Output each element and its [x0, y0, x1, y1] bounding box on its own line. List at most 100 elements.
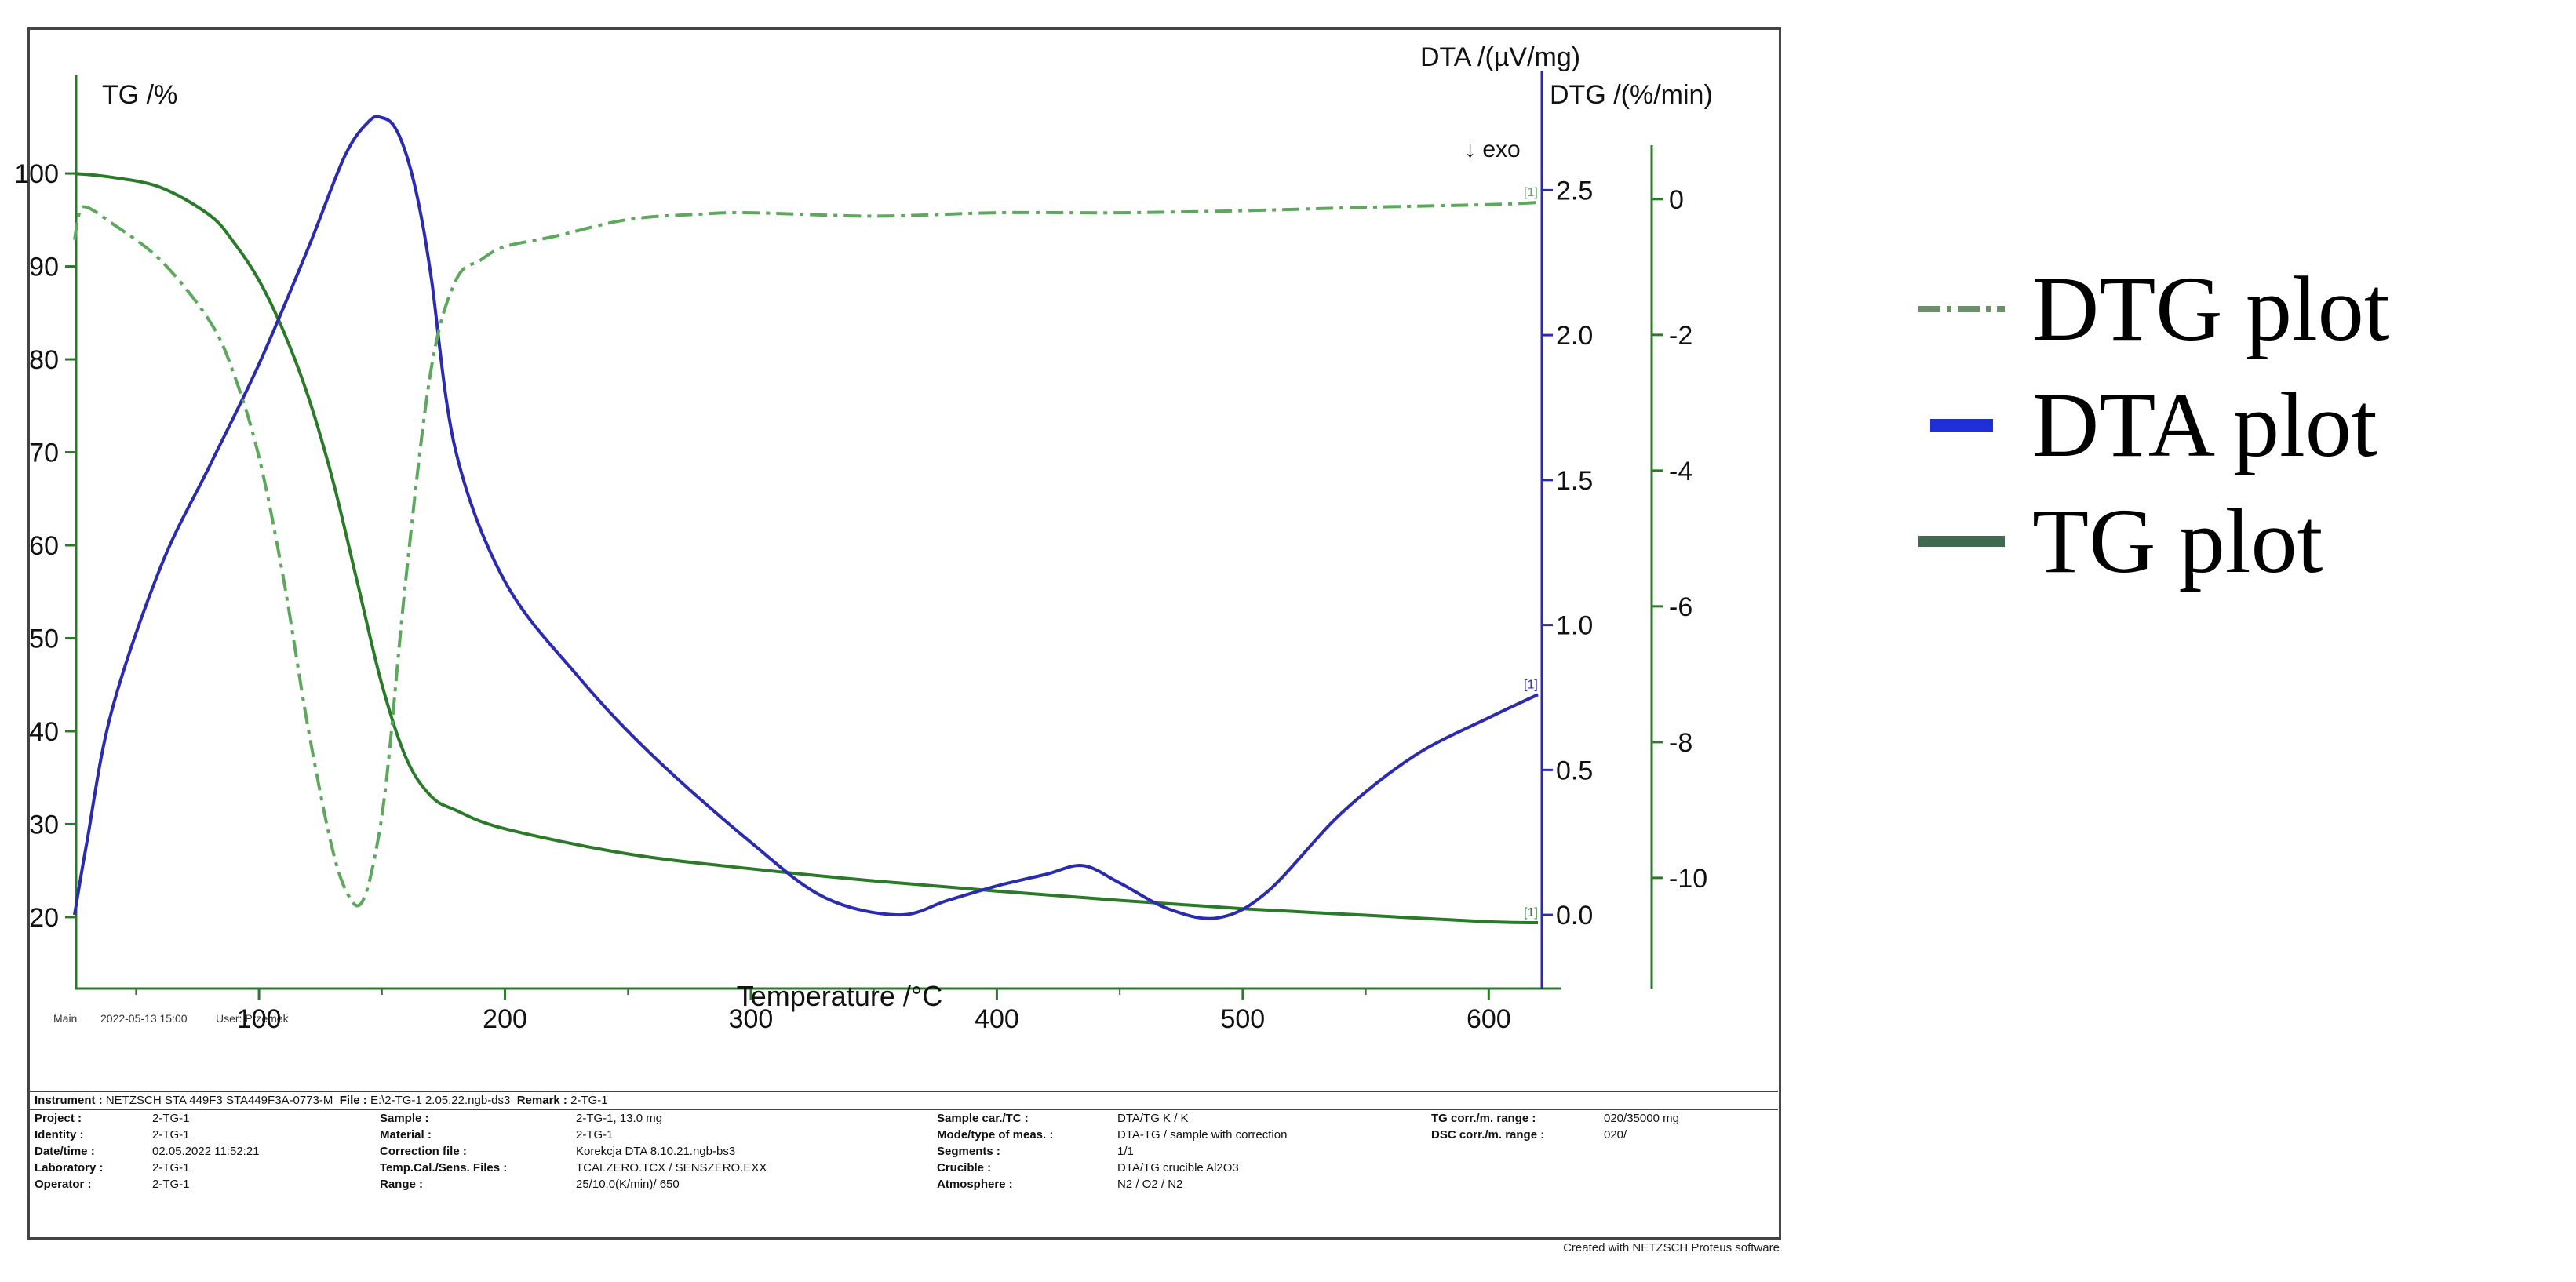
x-tick-label: 500: [1220, 1004, 1265, 1034]
legend-item-dta: DTA plot: [1915, 367, 2390, 483]
main-date: 2022-05-13 15:00: [100, 1012, 188, 1025]
legend-label-tg: TG plot: [2032, 490, 2323, 592]
dta-tick-label: 1.0: [1556, 611, 1593, 641]
info-row: Operator : 2-TG-1 Range : 25/10.0(K/min)/ 6…: [30, 1176, 1778, 1193]
info-value: N2 / O2 / N2: [1117, 1178, 1183, 1191]
info-key: Date/time :: [35, 1145, 95, 1158]
tg-tick-label: 80: [29, 345, 59, 375]
info-row: Laboratory : 2-TG-1 Temp.Cal./Sens. Files …: [30, 1160, 1778, 1176]
series-dtg-line: [73, 201, 1539, 908]
dta-tick-label: 1.5: [1556, 466, 1593, 496]
info-key: Sample car./TC :: [937, 1112, 1029, 1125]
legend-item-dtg: DTG plot: [1915, 251, 2390, 367]
instrument-key: Instrument :: [35, 1094, 103, 1107]
legend: DTG plot DTA plot TG plot: [1915, 251, 2390, 599]
legend-item-tg: TG plot: [1915, 483, 2390, 599]
x-tick-label: 400: [975, 1004, 1019, 1034]
legend-swatch-tg: [1918, 536, 2005, 547]
series-tg-line: [74, 172, 1539, 925]
info-value: 2-TG-1: [152, 1128, 190, 1142]
tg-tick-label: 70: [29, 439, 59, 468]
info-value: 020/35000 mg: [1604, 1112, 1679, 1125]
tg-tick-label: 30: [29, 810, 59, 839]
info-key: Sample :: [380, 1112, 429, 1125]
info-key: Operator :: [35, 1178, 92, 1191]
info-value: 2-TG-1: [152, 1178, 190, 1191]
info-key: Range :: [380, 1178, 424, 1191]
info-key: Segments :: [937, 1145, 1000, 1158]
thermal-analysis-chart: TG /% DTA /(µV/mg) DTG /(%/min) ↓ exo Te…: [14, 42, 1713, 1034]
measurement-info-table: Instrument : NETZSCH STA 449F3 STA449F3A…: [30, 1091, 1779, 1193]
software-credit: Created with NETZSCH Proteus software: [1563, 1241, 1780, 1255]
dta-tick-label: 0.0: [1556, 901, 1593, 931]
tg-tick-label: 60: [29, 531, 59, 561]
x-tick-label: 300: [729, 1004, 774, 1034]
info-key: Identity :: [35, 1128, 84, 1142]
tg-tick-label: 40: [29, 717, 59, 747]
dtg-tick-label: -4: [1669, 457, 1692, 486]
x-tick-label: 100: [237, 1004, 282, 1034]
info-value: 2-TG-1: [152, 1161, 190, 1175]
info-value: 2-TG-1: [576, 1128, 614, 1142]
series-dta-end-marker: [1]: [1524, 678, 1538, 691]
info-value: 2-TG-1: [152, 1112, 190, 1125]
tg-tick-label: 90: [29, 253, 59, 282]
info-row: Date/time : 02.05.2022 11:52:21 Correction…: [30, 1143, 1778, 1160]
info-key: [1426, 1176, 1599, 1193]
instrument-row: Instrument : NETZSCH STA 449F3 STA449F3A…: [30, 1091, 1779, 1110]
info-value: [1599, 1143, 1778, 1160]
info-key: Temp.Cal./Sens. Files :: [380, 1161, 508, 1175]
series-dtg-end-marker: [1]: [1524, 186, 1538, 199]
dtg-tick-label: -6: [1669, 592, 1692, 622]
info-value: DTA/TG K / K: [1117, 1112, 1189, 1125]
info-value: DTA-TG / sample with correction: [1117, 1128, 1288, 1142]
dtg-tick-label: -8: [1669, 728, 1692, 758]
info-value: Korekcja DTA 8.10.21.ngb-bs3: [576, 1145, 736, 1158]
info-value: 2-TG-1, 13.0 mg: [576, 1112, 663, 1125]
info-value: 1/1: [1117, 1145, 1134, 1158]
x-tick-label: 600: [1467, 1004, 1511, 1034]
info-value: [1599, 1176, 1778, 1193]
dtg-axis-label: DTG /(%/min): [1550, 80, 1713, 110]
dta-tick-label: 0.5: [1556, 756, 1593, 785]
remark-value: 2-TG-1: [570, 1094, 608, 1107]
file-value: E:\2-TG-1 2.05.22.ngb-ds3: [370, 1094, 511, 1107]
legend-swatch-dta: [1930, 419, 1993, 432]
info-row: Identity : 2-TG-1 Material : 2-TG-1 Mode/typ…: [30, 1127, 1778, 1143]
legend-label-dtg: DTG plot: [2032, 257, 2390, 360]
chart-frame: [27, 27, 1781, 1240]
info-key: Laboratory :: [35, 1161, 104, 1175]
info-value: DTA/TG crucible Al2O3: [1117, 1161, 1239, 1175]
info-key: Atmosphere :: [937, 1178, 1013, 1191]
instrument-value: NETZSCH STA 449F3 STA449F3A-0773-M: [105, 1094, 333, 1107]
tg-tick-label: 100: [14, 159, 59, 189]
dtg-tick-label: -10: [1669, 864, 1707, 894]
dta-tick-label: 2.5: [1556, 176, 1593, 206]
legend-label-dta: DTA plot: [2032, 373, 2377, 476]
info-value: TCALZERO.TCX / SENSZERO.EXX: [576, 1161, 767, 1175]
info-value: [1599, 1160, 1778, 1176]
info-key: TG corr./m. range :: [1431, 1112, 1536, 1125]
info-value: 25/10.0(K/min)/ 650: [576, 1178, 680, 1191]
x-axis-label: Temperature /°C: [737, 980, 943, 1012]
x-tick-label: 200: [483, 1004, 527, 1034]
info-key: Correction file :: [380, 1145, 467, 1158]
series-tg-end-marker: [1]: [1524, 906, 1538, 920]
info-value: 02.05.2022 11:52:21: [152, 1145, 260, 1158]
info-key: DSC corr./m. range :: [1431, 1128, 1545, 1142]
tg-tick-label: 50: [29, 624, 59, 654]
remark-key: Remark :: [516, 1094, 567, 1107]
main-label: Main: [53, 1012, 77, 1025]
file-key: File :: [339, 1094, 367, 1107]
tg-axis-label: TG /%: [102, 80, 177, 110]
info-key: [1426, 1160, 1599, 1176]
legend-swatch-dtg: [1918, 306, 2005, 312]
tg-tick-label: 20: [29, 903, 59, 933]
dta-axis-label: DTA /(µV/mg): [1420, 42, 1580, 72]
user-label: User: Przemek: [216, 1012, 290, 1025]
info-key: Mode/type of meas. :: [937, 1128, 1054, 1142]
exo-direction-label: ↓ exo: [1464, 137, 1521, 162]
dtg-tick-label: 0: [1669, 185, 1684, 215]
info-key: Material :: [380, 1128, 432, 1142]
info-key: Project :: [35, 1112, 82, 1125]
